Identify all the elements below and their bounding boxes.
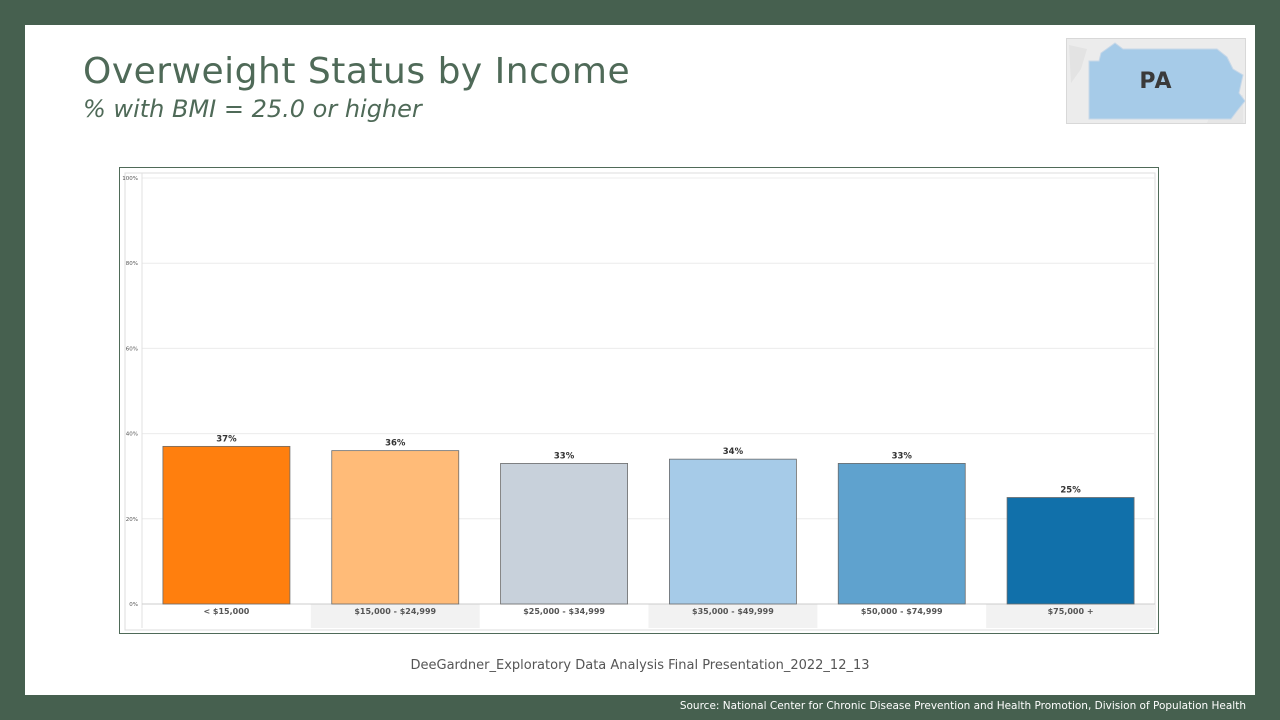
slide-subtitle: % with BMI = 25.0 or higher	[83, 95, 422, 123]
x-tick-label: $75,000 +	[1048, 607, 1094, 616]
bar	[331, 450, 460, 605]
category-band	[310, 604, 480, 628]
slide-title: Overweight Status by Income	[83, 51, 631, 92]
bar-value-label: 33%	[892, 451, 913, 461]
category-band	[986, 604, 1155, 628]
bar	[162, 445, 291, 605]
x-tick-label: $15,000 - $24,999	[354, 607, 436, 616]
bar-chart: 0% 20% 40% 60% 80% 100% 37% < $15,000 36% $15,000…	[122, 172, 1156, 631]
bar	[669, 458, 797, 605]
state-map-badge: PA	[1066, 38, 1246, 124]
x-tick-label: < $15,000	[203, 607, 249, 616]
source-note: Source: National Center for Chronic Dise…	[679, 700, 1246, 712]
chart-frame: 0% 20% 40% 60% 80% 100% 37% < $15,000 36% $15,000…	[119, 167, 1159, 634]
bar-value-label: 37%	[216, 434, 237, 444]
bar-value-label: 36%	[385, 439, 406, 449]
y-tick-label: 20%	[126, 517, 138, 523]
y-tick-label: 0%	[129, 602, 138, 608]
x-tick-label: $25,000 - $34,999	[523, 607, 605, 616]
x-tick-label: $50,000 - $74,999	[861, 607, 943, 616]
slide: Overweight Status by Income % with BMI =…	[25, 25, 1255, 695]
state-badge-label: PA	[1139, 69, 1173, 94]
x-tick-label: $35,000 - $49,999	[692, 607, 774, 616]
y-tick-label: 80%	[126, 261, 138, 267]
bar-value-label: 33%	[554, 451, 575, 461]
bar	[1006, 497, 1135, 605]
category-band	[648, 604, 818, 628]
bar-value-label: 34%	[723, 447, 744, 457]
pennsylvania-map-icon	[1067, 39, 1245, 123]
y-tick-label: 40%	[126, 432, 138, 438]
y-tick-label: 60%	[126, 346, 138, 352]
bar	[837, 463, 966, 605]
footer-note: DeeGardner_Exploratory Data Analysis Fin…	[410, 658, 870, 673]
bar	[500, 463, 628, 605]
chart-inner-border	[124, 172, 1156, 631]
bar-value-label: 25%	[1060, 486, 1081, 496]
y-tick-label: 100%	[122, 176, 138, 182]
